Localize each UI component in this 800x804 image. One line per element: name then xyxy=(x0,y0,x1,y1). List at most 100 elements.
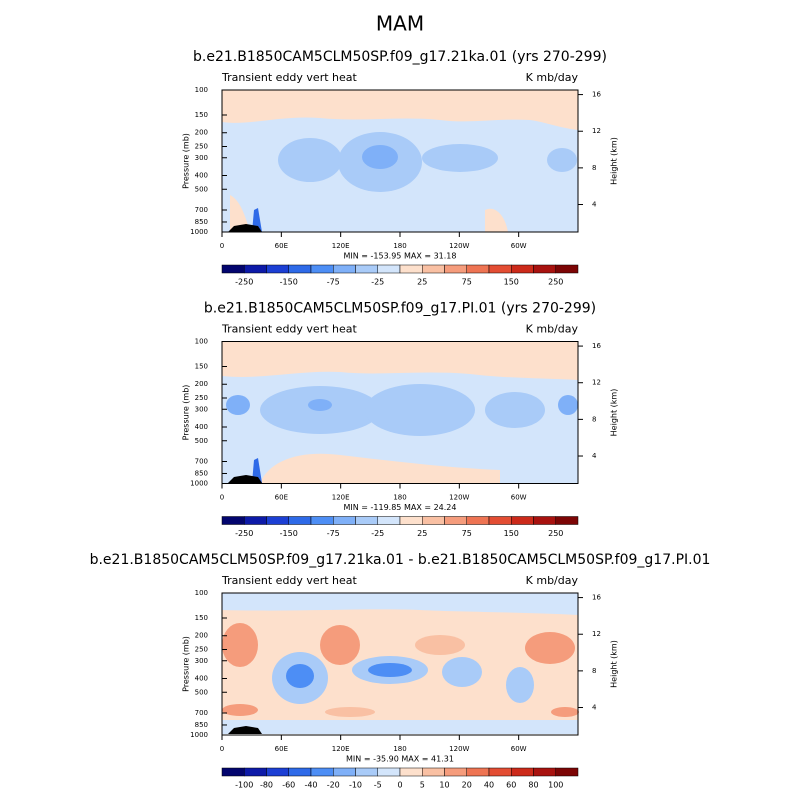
colorbar-label: -60 xyxy=(282,781,295,790)
colorbar-box xyxy=(355,264,378,274)
colorbar-box xyxy=(399,767,423,777)
colorbar-box xyxy=(333,516,356,525)
field xyxy=(222,90,578,232)
colorbar-label: 25 xyxy=(417,529,427,538)
colorbar-box xyxy=(377,516,401,525)
y-tick-label: 200 xyxy=(195,129,208,137)
colorbar-box xyxy=(244,767,267,777)
colorbar-label: -150 xyxy=(280,529,298,538)
panel-title: b.e21.B1850CAM5CLM50SP.f09_g17.PI.01 (yr… xyxy=(204,301,596,317)
colorbar-label: 100 xyxy=(548,781,563,790)
x-tick-label: 180 xyxy=(393,745,406,753)
colorbar-box xyxy=(266,264,289,274)
colorbar-box xyxy=(555,516,579,525)
y-tick-label: 400 xyxy=(195,171,208,179)
y-tick-label: 200 xyxy=(195,632,208,640)
colorbar-label: 250 xyxy=(548,278,563,287)
colorbar-label: -100 xyxy=(235,781,253,790)
colorbar-box xyxy=(333,264,356,274)
colorbar-box xyxy=(310,264,334,274)
x-tick-label: 180 xyxy=(393,242,406,250)
x-tick-label: 120W xyxy=(449,745,469,753)
colorbar-label: 20 xyxy=(462,781,472,790)
y2-axis-label: Height (km) xyxy=(610,389,619,437)
colorbar-box xyxy=(488,264,512,274)
y-axis-label: Pressure (mb) xyxy=(182,133,191,189)
colorbar-label: 10 xyxy=(439,781,449,790)
x-tick-label: 120E xyxy=(332,242,350,250)
y-tick-label: 400 xyxy=(195,674,208,682)
colorbar-box xyxy=(355,767,378,777)
y-tick-label: 400 xyxy=(195,423,208,431)
colorbar-box xyxy=(266,516,289,525)
right-label: K mb/day xyxy=(526,71,579,84)
y-tick-label: 500 xyxy=(195,185,208,193)
stats: MIN = -35.90 MAX = 41.31 xyxy=(346,755,454,764)
y-tick-label: 300 xyxy=(195,405,208,413)
figure-title: MAM xyxy=(376,12,424,36)
colorbar-box xyxy=(511,264,534,274)
y2-tick-label: 16 xyxy=(592,91,601,99)
y2-tick-label: 16 xyxy=(592,342,601,350)
colorbar-box xyxy=(355,516,378,525)
colorbar-box xyxy=(266,767,289,777)
y-tick-label: 100 xyxy=(195,86,208,94)
y2-tick-label: 16 xyxy=(592,594,601,602)
colorbar-box xyxy=(466,767,490,777)
colorbar-box xyxy=(399,516,423,525)
x-tick-label: 60E xyxy=(275,745,288,753)
colorbar-label: 25 xyxy=(417,278,427,287)
colorbar-label: 150 xyxy=(504,529,519,538)
y-axis-label: Pressure (mb) xyxy=(182,385,191,441)
colorbar-box xyxy=(533,264,556,274)
colorbar-label: -75 xyxy=(327,278,340,287)
y2-tick-label: 8 xyxy=(592,415,596,423)
colorbar-box xyxy=(244,516,267,525)
y-tick-label: 850 xyxy=(195,218,208,226)
y-tick-label: 200 xyxy=(195,380,208,388)
y-tick-label: 1000 xyxy=(190,480,208,488)
y2-tick-label: 8 xyxy=(592,667,596,675)
y-tick-label: 300 xyxy=(195,154,208,162)
colorbar-label: -25 xyxy=(371,529,384,538)
colorbar-box xyxy=(221,767,245,777)
colorbar-box xyxy=(288,767,312,777)
colorbar-label: 40 xyxy=(484,781,494,790)
y2-tick-label: 4 xyxy=(592,704,597,712)
x-tick-label: 120W xyxy=(449,242,469,250)
colorbar-label: -250 xyxy=(235,529,253,538)
y-tick-label: 1000 xyxy=(190,228,208,236)
y-tick-label: 150 xyxy=(195,614,208,622)
y-tick-label: 850 xyxy=(195,721,208,729)
colorbar-box xyxy=(288,516,312,525)
colorbar-box xyxy=(422,767,445,777)
colorbar-label: 250 xyxy=(548,529,563,538)
x-tick-label: 0 xyxy=(220,242,224,250)
colorbar-box xyxy=(466,516,490,525)
colorbar-box xyxy=(533,767,556,777)
y2-tick-label: 12 xyxy=(592,379,601,387)
colorbar-label: 150 xyxy=(504,278,519,287)
colorbar-box xyxy=(221,516,245,525)
colorbar-box xyxy=(488,767,512,777)
colorbar-label: 60 xyxy=(506,781,516,790)
colorbar-box xyxy=(244,264,267,274)
colorbar-box xyxy=(533,516,556,525)
colorbar-label: -10 xyxy=(349,781,362,790)
colorbar-box xyxy=(310,516,334,525)
colorbar-label: -250 xyxy=(235,278,253,287)
colorbar-label: -25 xyxy=(371,278,384,287)
y-tick-label: 700 xyxy=(195,458,208,466)
y-tick-label: 500 xyxy=(195,688,208,696)
y-tick-label: 500 xyxy=(195,437,208,445)
field xyxy=(222,342,578,483)
x-tick-label: 120W xyxy=(449,494,469,502)
stats: MIN = -153.95 MAX = 31.18 xyxy=(343,252,456,261)
colorbar-box xyxy=(422,264,445,274)
x-tick-label: 60W xyxy=(511,242,527,250)
x-tick-label: 0 xyxy=(220,494,224,502)
colorbar-box xyxy=(488,516,512,525)
y-tick-label: 100 xyxy=(195,338,208,346)
y-tick-label: 700 xyxy=(195,206,208,214)
y-tick-label: 250 xyxy=(195,143,208,151)
